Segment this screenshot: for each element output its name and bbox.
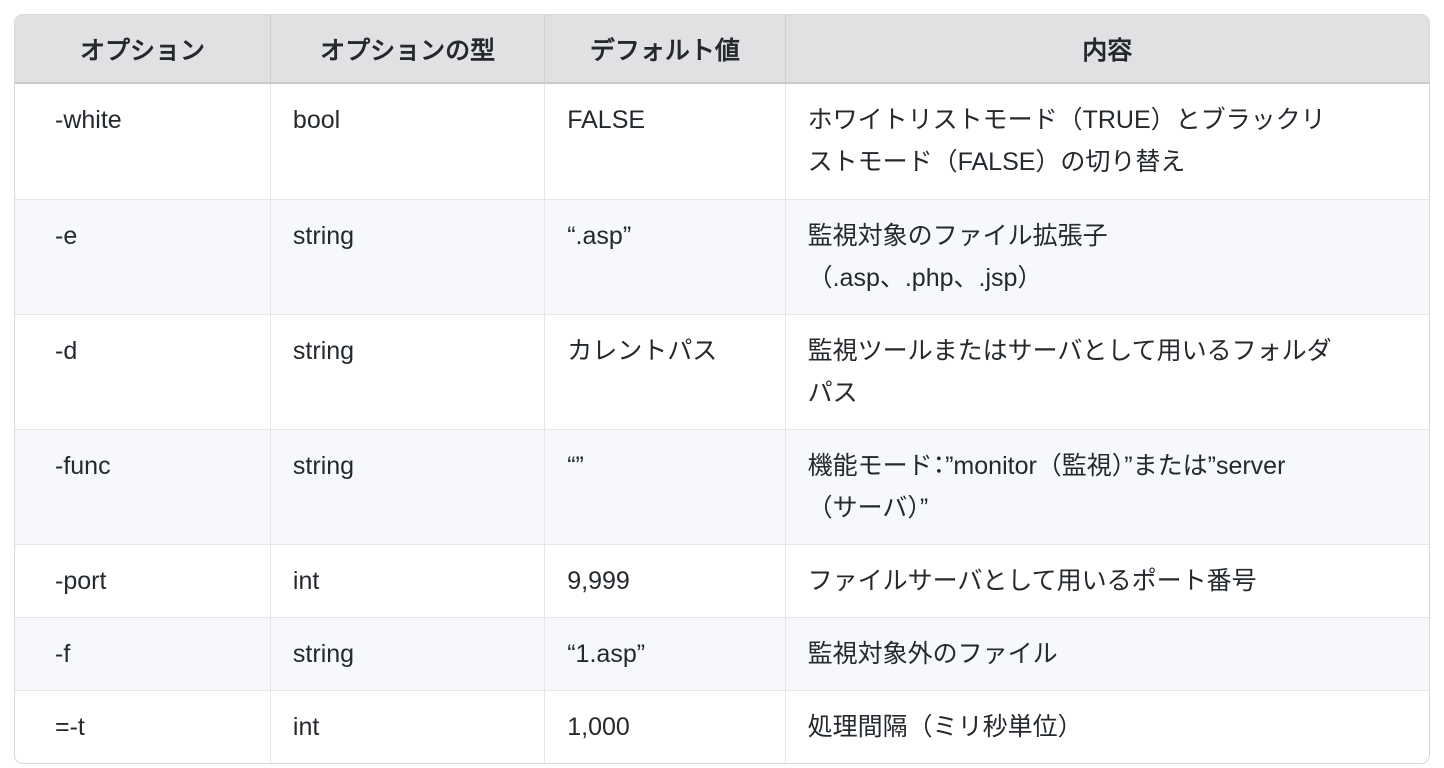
cell-option: -e [15,199,271,314]
cell-description: 処理間隔（ミリ秒単位） [785,690,1429,763]
cell-type: string [270,199,546,314]
cell-option: -white [15,84,271,199]
table-row: -e string “.asp” 監視対象のファイル拡張子 （.asp、.php… [15,199,1429,314]
cell-description: 監視対象外のファイル [785,617,1429,690]
cell-description: 監視対象のファイル拡張子 （.asp、.php、.jsp） [785,199,1429,314]
table-row: =-t int 1,000 処理間隔（ミリ秒単位） [15,690,1429,763]
cell-option: -f [15,617,271,690]
cell-option: -port [15,544,271,617]
options-table: オプション オプションの型 デフォルト値 内容 -white bool FALS… [14,14,1430,764]
cell-type: bool [270,84,546,199]
cell-option: =-t [15,690,271,763]
table-row: -d string カレントパス 監視ツールまたはサーバとして用いるフォルダ パ… [15,314,1429,429]
table-body: -white bool FALSE ホワイトリストモード（TRUE）とブラックリ… [15,84,1429,763]
cell-default: “” [545,429,786,544]
cell-default: 1,000 [545,690,786,763]
cell-option: -d [15,314,271,429]
table-header: オプション オプションの型 デフォルト値 内容 [15,15,1429,84]
cell-default: 9,999 [545,544,786,617]
header-row: オプション オプションの型 デフォルト値 内容 [15,15,1429,84]
cell-default: “1.asp” [545,617,786,690]
cell-description: ファイルサーバとして用いるポート番号 [785,544,1429,617]
cell-type: int [270,544,546,617]
table-row: -port int 9,999 ファイルサーバとして用いるポート番号 [15,544,1429,617]
cell-option: -func [15,429,271,544]
table-row: -f string “1.asp” 監視対象外のファイル [15,617,1429,690]
cell-description: 監視ツールまたはサーバとして用いるフォルダ パス [785,314,1429,429]
cell-default: カレントパス [545,314,786,429]
cell-default: “.asp” [545,199,786,314]
cell-description: ホワイトリストモード（TRUE）とブラックリ ストモード（FALSE）の切り替え [785,84,1429,199]
cell-type: string [270,429,546,544]
table-row: -func string “” 機能モード：”monitor（監視）”または”s… [15,429,1429,544]
cell-description: 機能モード：”monitor（監視）”または”server （サーバ）” [785,429,1429,544]
table-row: -white bool FALSE ホワイトリストモード（TRUE）とブラックリ… [15,84,1429,199]
cell-type: string [270,617,546,690]
header-default: デフォルト値 [545,15,786,84]
cell-type: int [270,690,546,763]
header-description: 内容 [785,15,1429,84]
cell-default: FALSE [545,84,786,199]
header-option: オプション [15,15,271,84]
cell-type: string [270,314,546,429]
header-type: オプションの型 [270,15,546,84]
